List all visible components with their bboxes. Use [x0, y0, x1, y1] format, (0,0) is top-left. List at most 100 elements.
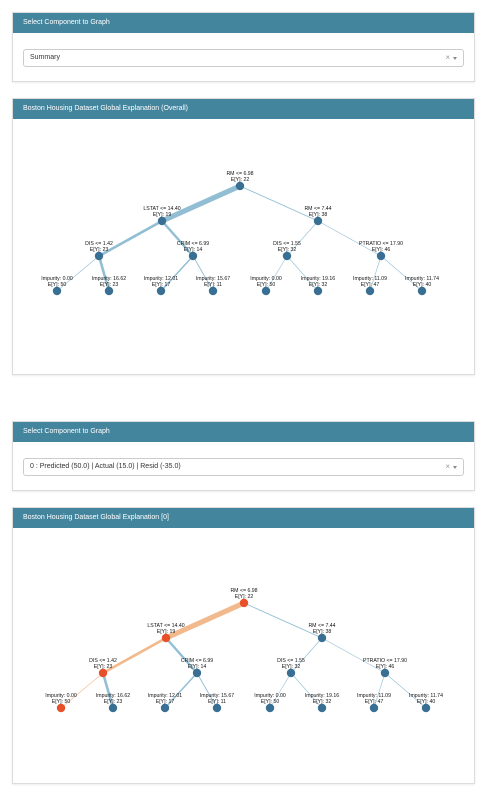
- node-dot[interactable]: [286, 668, 296, 678]
- tree-edge-l-lr: [161, 220, 194, 257]
- chevron-down-icon[interactable]: [453, 466, 457, 469]
- node-dot[interactable]: [157, 216, 167, 226]
- node-split-label: DIS <= 1.55: [277, 658, 305, 664]
- node-dot[interactable]: [188, 251, 198, 261]
- node-dot[interactable]: [239, 598, 249, 608]
- node-split-label: DIS <= 1.55: [273, 241, 301, 247]
- tree-node-lr[interactable]: CRIM <= 6.99E[Y]: 14: [177, 241, 209, 261]
- tree-edge-lr-lrr: [192, 255, 214, 292]
- node-dot[interactable]: [52, 286, 62, 296]
- tree-edge-l-ll: [102, 636, 167, 675]
- tree-edge-ll-lll: [60, 672, 104, 709]
- node-value-label: E[Y]: 40: [417, 699, 436, 705]
- card-header: Select Component to Graph: [13, 13, 474, 33]
- node-dot[interactable]: [317, 703, 327, 713]
- node-dot[interactable]: [161, 633, 171, 643]
- tree-node-rrr[interactable]: Impurity: 11.74E[Y]: 40: [409, 693, 443, 713]
- node-value-label: E[Y]: 46: [372, 247, 391, 253]
- node-value-label: E[Y]: 46: [376, 664, 395, 670]
- node-dot[interactable]: [421, 703, 431, 713]
- tree-edge-lr-lrl: [160, 255, 194, 292]
- node-dot[interactable]: [369, 703, 379, 713]
- node-value-label: E[Y]: 32: [278, 247, 297, 253]
- tree-edge-rr-rrl: [369, 255, 382, 292]
- tree-edge-root-l: [160, 183, 242, 224]
- tree-node-rll[interactable]: Impurity: 0.00E[Y]: 50: [250, 276, 282, 296]
- node-value-label: E[Y]: 32: [309, 282, 328, 288]
- node-value-label: E[Y]: 23: [90, 247, 109, 253]
- node-dot[interactable]: [235, 181, 245, 191]
- tree-node-rrr[interactable]: Impurity: 11.74E[Y]: 40: [405, 276, 439, 296]
- tree-node-ll[interactable]: DIS <= 1.42E[Y]: 23: [89, 658, 117, 678]
- clear-icon[interactable]: ×: [445, 462, 450, 471]
- tree-node-rrl[interactable]: Impurity: 11.09E[Y]: 47: [353, 276, 387, 296]
- node-dot[interactable]: [365, 286, 375, 296]
- tree-node-rlr[interactable]: Impurity: 19.16E[Y]: 32: [301, 276, 335, 296]
- node-dot[interactable]: [417, 286, 427, 296]
- node-dot[interactable]: [212, 703, 222, 713]
- node-dot[interactable]: [208, 286, 218, 296]
- node-split-label: DIS <= 1.42: [85, 241, 113, 247]
- tree-node-root[interactable]: RM <= 6.98E[Y]: 22: [230, 588, 258, 608]
- tree-edge-rr-rrl: [373, 672, 386, 709]
- tree-node-lrl[interactable]: Impurity: 12.01E[Y]: 17: [144, 276, 178, 296]
- tree-node-lr[interactable]: CRIM <= 6.99E[Y]: 14: [181, 658, 213, 678]
- tree-node-rlr[interactable]: Impurity: 19.16E[Y]: 32: [305, 693, 339, 713]
- node-split-label: Impurity: 12.01: [148, 693, 182, 699]
- node-dot[interactable]: [108, 703, 118, 713]
- node-dot[interactable]: [104, 286, 114, 296]
- tree-edge-l-ll: [98, 219, 163, 258]
- component-select[interactable]: 0 : Predicted (50.0) | Actual (15.0) | R…: [23, 458, 464, 476]
- node-dot[interactable]: [94, 251, 104, 261]
- node-split-label: Impurity: 19.16: [301, 276, 335, 282]
- node-value-label: E[Y]: 17: [152, 282, 171, 288]
- tree-node-l[interactable]: LSTAT <= 14.40E[Y]: 19: [143, 206, 181, 226]
- node-dot[interactable]: [261, 286, 271, 296]
- tree-node-lll[interactable]: Impurity: 0.00E[Y]: 50: [45, 693, 77, 713]
- tree-node-lrr[interactable]: Impurity: 15.67E[Y]: 11: [200, 693, 234, 713]
- node-dot[interactable]: [282, 251, 292, 261]
- node-split-label: Impurity: 12.01: [144, 276, 178, 282]
- chevron-down-icon[interactable]: [453, 57, 457, 60]
- tree-node-r[interactable]: RM <= 7.44E[Y]: 38: [304, 206, 332, 226]
- node-dot[interactable]: [317, 633, 327, 643]
- node-value-label: E[Y]: 19: [157, 629, 176, 635]
- clear-icon[interactable]: ×: [445, 53, 450, 62]
- node-dot[interactable]: [265, 703, 275, 713]
- node-dot[interactable]: [313, 286, 323, 296]
- node-value-label: E[Y]: 50: [48, 282, 67, 288]
- tree-node-rr[interactable]: PTRATIO <= 17.90E[Y]: 46: [359, 241, 403, 261]
- node-dot[interactable]: [56, 703, 66, 713]
- tree-node-ll[interactable]: DIS <= 1.42E[Y]: 23: [85, 241, 113, 261]
- node-dot[interactable]: [380, 668, 390, 678]
- tree-node-lrr[interactable]: Impurity: 15.67E[Y]: 11: [196, 276, 230, 296]
- tree-node-lll[interactable]: Impurity: 0.00E[Y]: 50: [41, 276, 73, 296]
- tree-node-lrl[interactable]: Impurity: 12.01E[Y]: 17: [148, 693, 182, 713]
- tree-node-rl[interactable]: DIS <= 1.55E[Y]: 32: [277, 658, 305, 678]
- node-dot[interactable]: [313, 216, 323, 226]
- node-dot[interactable]: [160, 703, 170, 713]
- tree-node-llr[interactable]: Impurity: 16.62E[Y]: 23: [92, 276, 126, 296]
- node-dot[interactable]: [192, 668, 202, 678]
- tree-edge-rl-rll: [269, 672, 292, 709]
- tree-node-rll[interactable]: Impurity: 0.00E[Y]: 50: [254, 693, 286, 713]
- node-value-label: E[Y]: 50: [52, 699, 71, 705]
- tree-node-rrl[interactable]: Impurity: 11.09E[Y]: 47: [357, 693, 391, 713]
- card-header: Boston Housing Dataset Global Explanatio…: [13, 508, 474, 528]
- tree-node-root[interactable]: RM <= 6.98E[Y]: 22: [226, 171, 254, 191]
- tree-node-rr[interactable]: PTRATIO <= 17.90E[Y]: 46: [363, 658, 407, 678]
- component-select[interactable]: Summary ×: [23, 49, 464, 67]
- tree-node-rl[interactable]: DIS <= 1.55E[Y]: 32: [273, 241, 301, 261]
- node-dot[interactable]: [156, 286, 166, 296]
- node-dot[interactable]: [376, 251, 386, 261]
- tree-node-llr[interactable]: Impurity: 16.62E[Y]: 23: [96, 693, 130, 713]
- tree-edge-rl-rlr: [286, 255, 319, 292]
- tree-node-l[interactable]: LSTAT <= 14.40E[Y]: 19: [147, 623, 185, 643]
- node-dot[interactable]: [98, 668, 108, 678]
- node-split-label: Impurity: 0.00: [45, 693, 77, 699]
- node-split-label: Impurity: 16.62: [92, 276, 126, 282]
- tree-node-r[interactable]: RM <= 7.44E[Y]: 38: [308, 623, 336, 643]
- decision-tree-graph: RM <= 6.98E[Y]: 22 LSTAT <= 14.40E[Y]: 19…: [41, 171, 439, 296]
- node-split-label: LSTAT <= 14.40: [143, 206, 180, 212]
- node-value-label: E[Y]: 38: [309, 212, 328, 218]
